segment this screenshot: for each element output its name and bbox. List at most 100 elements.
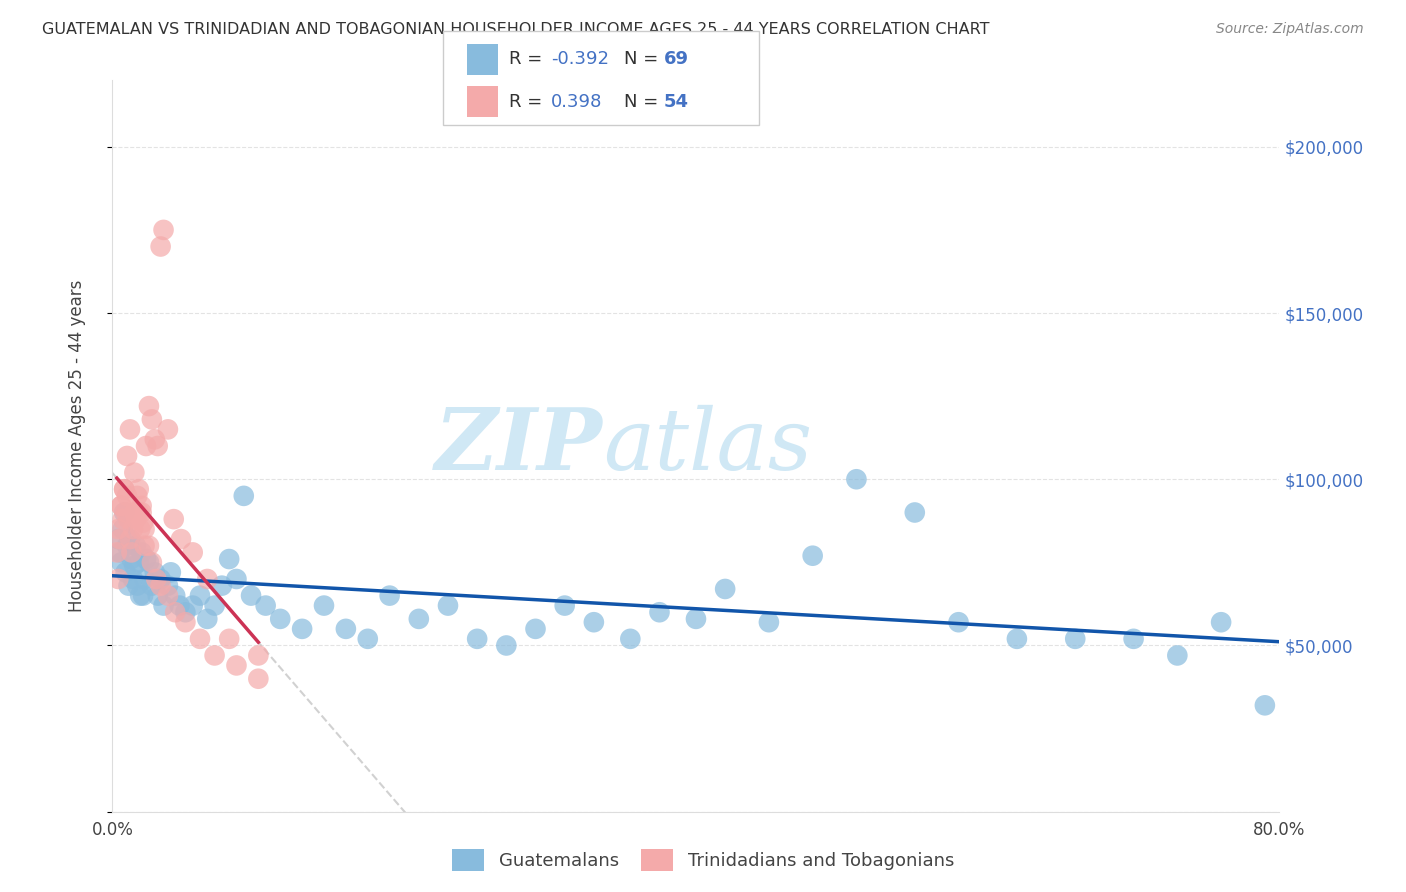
Text: N =: N =	[624, 93, 664, 111]
Point	[138, 555, 160, 569]
Text: GUATEMALAN VS TRINIDADIAN AND TOBAGONIAN HOUSEHOLDER INCOME AGES 25 - 44 YEARS C: GUATEMALAN VS TRINIDADIAN AND TOBAGONIAN…	[42, 22, 990, 37]
Point	[107, 532, 129, 546]
Point	[582, 615, 605, 630]
Point	[124, 466, 146, 480]
Point	[145, 572, 167, 586]
Point	[120, 552, 142, 566]
Point	[124, 506, 146, 520]
Point	[1166, 648, 1188, 663]
Point	[225, 572, 247, 586]
Point	[218, 552, 240, 566]
Y-axis label: Householder Income Ages 25 - 44 years: Householder Income Ages 25 - 44 years	[67, 280, 86, 612]
Text: ZIP: ZIP	[434, 404, 603, 488]
Point	[134, 539, 156, 553]
Point	[131, 506, 153, 520]
Point	[117, 512, 139, 526]
Point	[129, 589, 152, 603]
Point	[437, 599, 460, 613]
Point	[312, 599, 335, 613]
Point	[108, 532, 131, 546]
Point	[204, 648, 226, 663]
Point	[118, 532, 141, 546]
Point	[149, 579, 172, 593]
Point	[118, 532, 141, 546]
Point	[188, 632, 211, 646]
Legend: Guatemalans, Trinidadians and Tobagonians: Guatemalans, Trinidadians and Tobagonian…	[444, 842, 962, 879]
Text: 54: 54	[664, 93, 689, 111]
Point	[1064, 632, 1087, 646]
Point	[232, 489, 254, 503]
Point	[127, 489, 149, 503]
Point	[218, 632, 240, 646]
Point	[143, 433, 166, 447]
Text: N =: N =	[624, 51, 664, 69]
Point	[524, 622, 547, 636]
Point	[146, 589, 169, 603]
Point	[143, 566, 166, 580]
Point	[127, 579, 149, 593]
Point	[125, 512, 148, 526]
Point	[291, 622, 314, 636]
Point	[181, 545, 204, 559]
Point	[378, 589, 401, 603]
Point	[904, 506, 927, 520]
Point	[335, 622, 357, 636]
Point	[169, 599, 191, 613]
Point	[357, 632, 380, 646]
Point	[111, 522, 134, 536]
Point	[156, 589, 179, 603]
Point	[554, 599, 576, 613]
Point	[122, 522, 145, 536]
Point	[115, 489, 138, 503]
Point	[1122, 632, 1144, 646]
Point	[619, 632, 641, 646]
Point	[122, 572, 145, 586]
Point	[110, 555, 132, 569]
Point	[152, 599, 174, 613]
Point	[134, 522, 156, 536]
Point	[128, 555, 150, 569]
Point	[1254, 698, 1277, 713]
Point	[105, 545, 128, 559]
Point	[160, 566, 183, 580]
Point	[138, 539, 160, 553]
Point	[195, 612, 218, 626]
Point	[141, 555, 163, 569]
Point	[225, 658, 247, 673]
Text: Source: ZipAtlas.com: Source: ZipAtlas.com	[1216, 22, 1364, 37]
Point	[174, 615, 197, 630]
Point	[149, 239, 172, 253]
Point	[138, 399, 160, 413]
Point	[269, 612, 291, 626]
Point	[110, 499, 132, 513]
Point	[131, 545, 153, 559]
Point	[115, 539, 138, 553]
Text: R =: R =	[509, 93, 554, 111]
Text: R =: R =	[509, 51, 548, 69]
Point	[181, 599, 204, 613]
Point	[114, 566, 136, 580]
Point	[124, 558, 146, 573]
Text: 69: 69	[664, 51, 689, 69]
Point	[107, 522, 129, 536]
Point	[948, 615, 970, 630]
Point	[114, 506, 136, 520]
Point	[408, 612, 430, 626]
Point	[247, 648, 270, 663]
Point	[135, 439, 157, 453]
Point	[1005, 632, 1028, 646]
Point	[1209, 615, 1232, 630]
Point	[152, 223, 174, 237]
Point	[195, 572, 218, 586]
Point	[141, 412, 163, 426]
Point	[801, 549, 824, 563]
Point	[131, 499, 153, 513]
Point	[141, 579, 163, 593]
Point	[112, 506, 135, 520]
Point	[115, 449, 138, 463]
Point	[107, 572, 129, 586]
Point	[165, 605, 187, 619]
Point	[240, 589, 263, 603]
Point	[132, 516, 155, 530]
Point	[129, 522, 152, 536]
